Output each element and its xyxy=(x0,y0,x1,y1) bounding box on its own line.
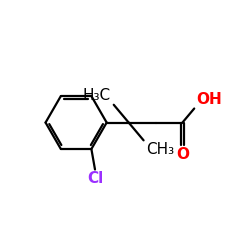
Text: H₃C: H₃C xyxy=(83,88,111,103)
Text: Cl: Cl xyxy=(87,172,103,186)
Text: O: O xyxy=(176,147,189,162)
Text: OH: OH xyxy=(196,92,222,107)
Text: CH₃: CH₃ xyxy=(146,142,174,156)
